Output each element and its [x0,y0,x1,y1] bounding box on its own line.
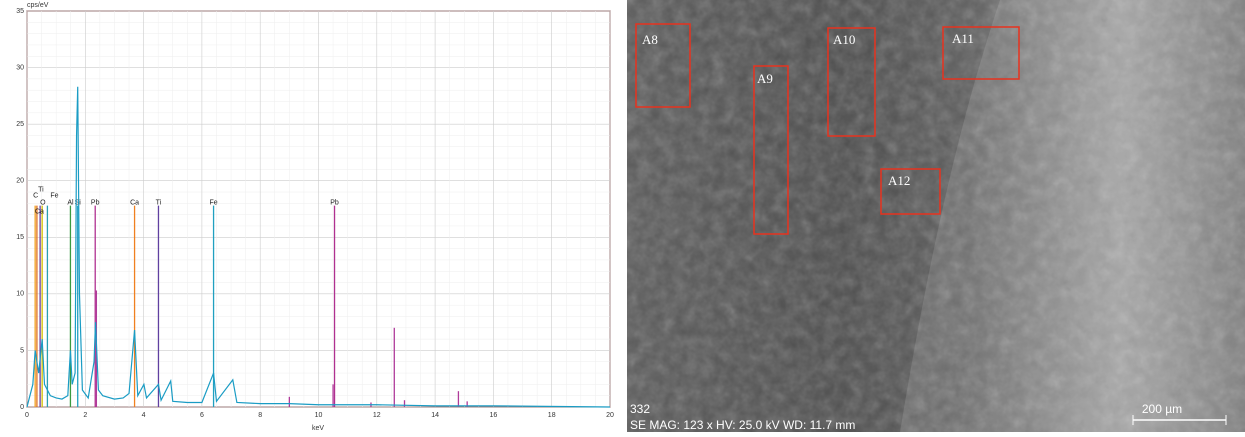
x-tick-label: 18 [548,412,556,419]
x-axis-label: keV [312,425,324,432]
sem-image: A8 A9 A10 A11 A12 332 SE MAG: 123 x HV: … [627,0,1245,432]
figure: cps/eV keV A8 A9 A10 A11 A12 332 SE MAG:… [0,0,1245,432]
x-tick-label: 6 [200,412,204,419]
x-tick-label: 10 [315,412,323,419]
x-tick-label: 14 [431,412,439,419]
x-tick-label: 12 [373,412,381,419]
y-tick-label: 35 [16,8,24,15]
x-tick-label: 20 [606,412,614,419]
y-tick-label: 30 [16,64,24,71]
element-label: Ca [35,208,44,215]
region-label: A9 [757,71,773,86]
y-tick-label: 15 [16,234,24,241]
region-label: A10 [833,32,855,47]
x-tick-label: 8 [258,412,262,419]
y-tick-label: 5 [20,347,24,354]
element-label: O [40,199,46,206]
frame-id: 332 [630,402,650,416]
region-label: A8 [642,32,658,47]
x-tick-label: 4 [142,412,146,419]
region-label: A11 [952,31,974,46]
element-label: Ca [130,199,139,206]
element-label: Ti [156,199,162,206]
y-axis-label: cps/eV [27,2,49,9]
element-label: Ti [38,186,44,193]
info-bar: SE MAG: 123 x HV: 25.0 kV WD: 11.7 mm [630,418,855,432]
element-label: Pb [330,199,339,206]
x-tick-label: 2 [83,412,87,419]
element-label: Fe [209,199,217,206]
element-label: Pb [91,199,100,206]
x-tick-label: 16 [490,412,498,419]
element-label: C [33,192,38,199]
scale-bar-label: 200 µm [1142,402,1182,416]
element-label: Fe [50,192,58,199]
y-tick-label: 0 [20,404,24,411]
element-label: Al [67,199,74,206]
y-tick-label: 25 [16,121,24,128]
page: cps/eV keV A8 A9 A10 A11 A12 332 SE MAG:… [0,0,1245,432]
x-tick-label: 0 [25,412,29,419]
y-tick-label: 20 [16,178,24,185]
region-label: A12 [888,173,910,188]
y-tick-label: 10 [16,291,24,298]
